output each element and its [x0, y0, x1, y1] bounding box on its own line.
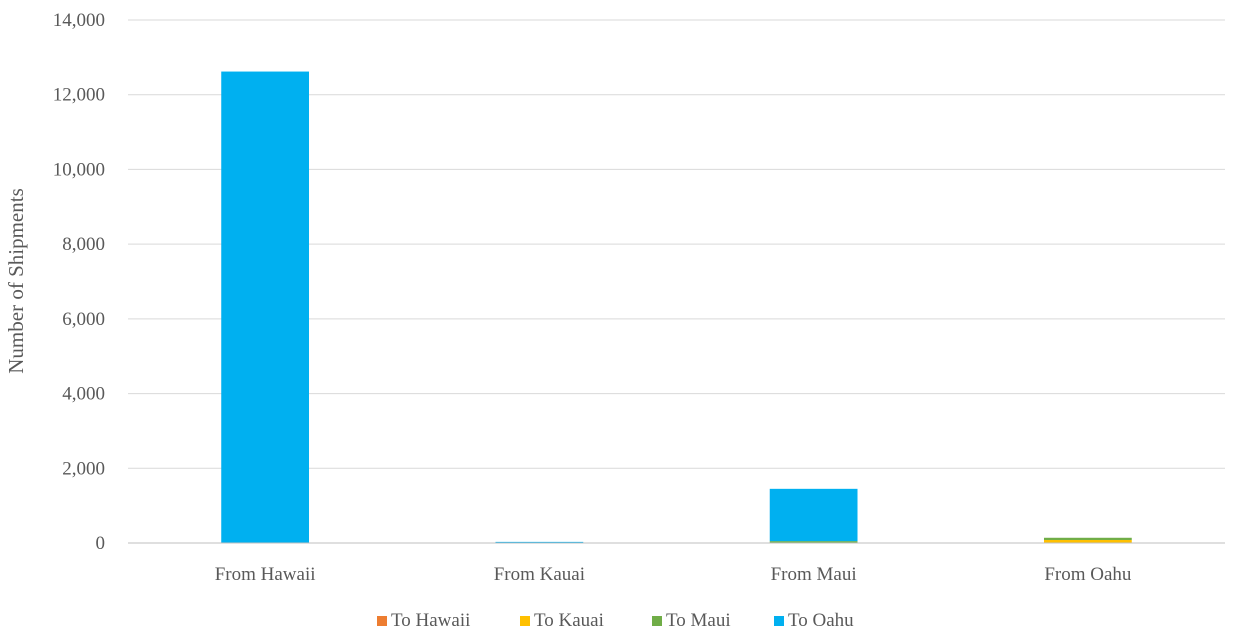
legend-swatch — [520, 616, 530, 626]
x-tick-label: From Oahu — [1044, 564, 1132, 585]
y-tick-label: 12,000 — [53, 85, 105, 106]
legend-label: To Oahu — [788, 610, 854, 631]
y-tick-label: 6,000 — [62, 309, 105, 330]
bars — [221, 71, 1132, 544]
bar-from-maui-to-oahu — [769, 488, 858, 542]
y-tick-label: 4,000 — [62, 384, 105, 405]
y-tick-label: 0 — [96, 533, 106, 554]
x-tick-label: From Kauai — [494, 564, 585, 585]
gridlines — [128, 19, 1225, 469]
legend-label: To Hawaii — [391, 610, 470, 631]
y-axis-title: Number of Shipments — [4, 188, 28, 373]
legend-swatch — [774, 616, 784, 626]
x-tick-label: From Hawaii — [215, 564, 316, 585]
y-tick-label: 10,000 — [53, 159, 105, 180]
y-axis-tick-labels: 0 2,000 4,000 6,000 8,000 10,000 12,000 14,000 — [53, 10, 105, 554]
legend-swatch — [652, 616, 662, 626]
legend-swatch — [377, 616, 387, 626]
y-tick-label: 2,000 — [62, 458, 105, 479]
legend-label: To Kauai — [534, 610, 604, 631]
bar-from-oahu-to-maui — [1043, 537, 1132, 541]
y-tick-label: 8,000 — [62, 234, 105, 255]
y-tick-label: 14,000 — [53, 10, 105, 31]
bar-from-oahu-to-kauai — [1043, 540, 1132, 543]
x-tick-label: From Maui — [771, 564, 857, 585]
legend: To Hawaii To Kauai To Maui To Oahu — [377, 610, 854, 631]
legend-label: To Maui — [666, 610, 731, 631]
bar-from-hawaii-to-oahu — [221, 71, 310, 543]
x-axis-tick-labels: From Hawaii From Kauai From Maui From Oahu — [215, 564, 1132, 585]
bar-from-maui-to-maui — [769, 541, 858, 543]
